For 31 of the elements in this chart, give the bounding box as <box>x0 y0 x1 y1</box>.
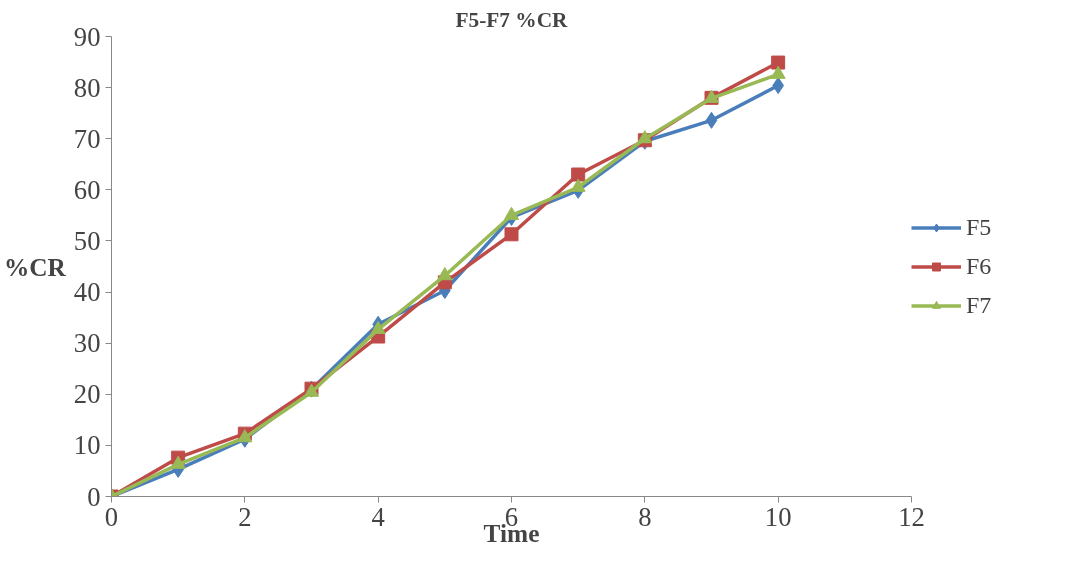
y-tick-label: 80 <box>73 72 101 103</box>
y-tick-label: 70 <box>73 123 101 154</box>
point <box>504 206 519 220</box>
point <box>571 167 586 182</box>
y-tick-label: 20 <box>73 379 101 410</box>
point <box>771 55 786 70</box>
point <box>637 130 653 144</box>
chart-title: F5-F7 %CR <box>455 7 569 32</box>
point <box>504 227 519 242</box>
x-tick-label: 10 <box>764 501 792 532</box>
legend-label: F5 <box>966 213 992 241</box>
x-tick-label: 2 <box>238 501 252 532</box>
point <box>770 65 786 79</box>
y-axis-title: %CR <box>3 252 67 281</box>
point <box>370 320 386 334</box>
y-tick-label: 10 <box>73 430 101 461</box>
x-tick-label: 12 <box>898 501 925 532</box>
x-tick-label: 8 <box>638 501 652 532</box>
point <box>170 455 186 469</box>
point <box>570 178 586 192</box>
legend-label: F7 <box>966 291 992 319</box>
point <box>705 111 718 129</box>
point <box>437 267 453 281</box>
y-tick-label: 60 <box>73 174 101 205</box>
y-tick-label: 0 <box>87 481 101 512</box>
y-tick-label: 50 <box>73 225 101 256</box>
x-tick-label: 4 <box>371 501 385 532</box>
y-tick-label: 90 <box>73 21 101 52</box>
y-tick-label: 40 <box>73 277 101 308</box>
y-tick-label: 30 <box>73 328 101 359</box>
legend-label: F6 <box>966 252 992 280</box>
